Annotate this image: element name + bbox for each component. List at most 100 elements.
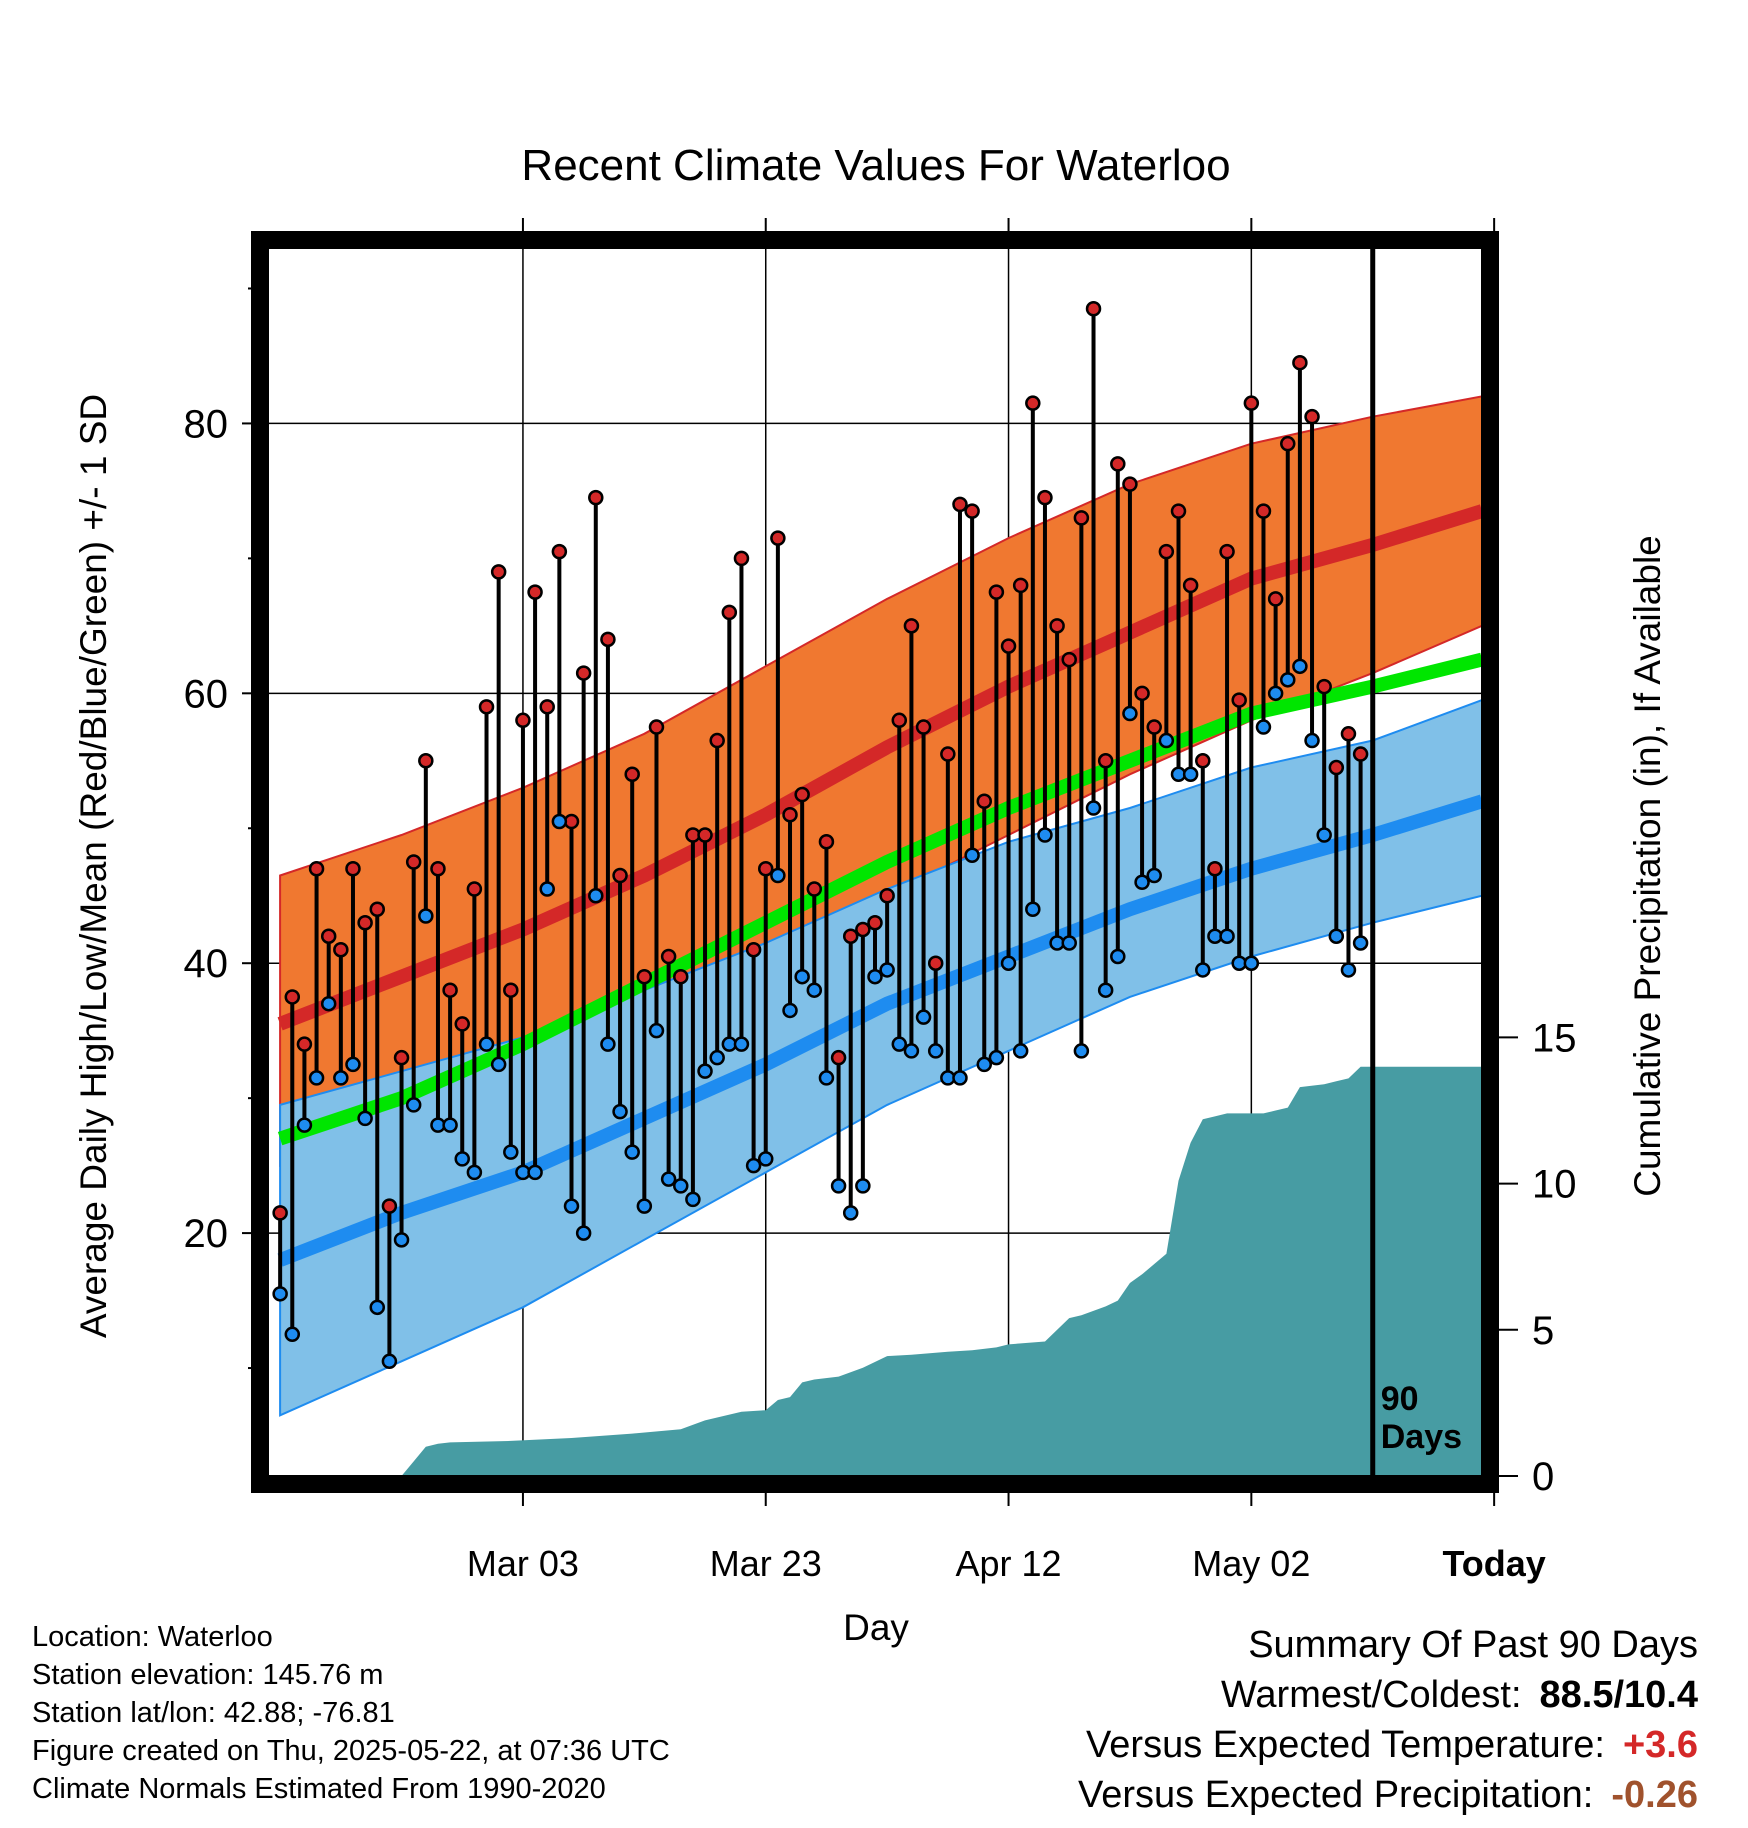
daily-low-point — [612, 1103, 628, 1120]
daily-high-point — [1097, 753, 1114, 769]
daily-high-point — [915, 719, 932, 735]
y-tick-label: 20 — [184, 1212, 229, 1256]
daily-high-point — [745, 941, 762, 958]
daily-high-point — [976, 793, 993, 810]
daily-low-point — [1146, 867, 1162, 884]
x-axis-label: Day — [843, 1607, 909, 1648]
daily-high-point — [1037, 489, 1053, 506]
daily-high-point — [503, 982, 519, 998]
daily-high-point — [1061, 651, 1077, 668]
daily-high-point — [660, 948, 677, 965]
daily-high-point — [1328, 759, 1345, 776]
daily-low-point — [867, 968, 883, 985]
temp-anomaly-value: +3.6 — [1622, 1724, 1698, 1766]
daily-low-point — [1304, 732, 1320, 749]
daily-high-point — [1316, 678, 1332, 695]
daily-high-point — [466, 881, 483, 897]
daily-low-point — [1012, 1043, 1029, 1059]
plot-frame — [251, 231, 1499, 1493]
daily-low-point — [296, 1117, 313, 1133]
daily-high-point — [770, 530, 786, 546]
daily-low-point — [745, 1157, 762, 1174]
daily-low-point — [636, 1198, 653, 1214]
daily-low-point — [1134, 874, 1150, 890]
daily-high-point — [539, 699, 555, 715]
daily-low-point — [1000, 955, 1017, 971]
daily-high-point — [842, 928, 859, 944]
daily-high-point — [1146, 719, 1162, 735]
daily-high-point — [927, 955, 944, 971]
daily-low-point — [490, 1056, 507, 1073]
x-tick-label: Mar 03 — [467, 1543, 579, 1584]
daily-high-point — [1049, 618, 1065, 634]
daily-high-point — [636, 968, 653, 985]
daily-low-point — [345, 1056, 361, 1073]
today-label-line1: 90 — [1381, 1380, 1419, 1418]
latlon-text: Station lat/lon: 42.88; -76.81 — [32, 1697, 395, 1729]
daily-high-point — [867, 914, 883, 931]
precip-anomaly-row: Versus Expected Precipitation: -0.26 — [1078, 1770, 1698, 1820]
daily-low-point — [503, 1144, 519, 1160]
daily-low-point — [952, 1070, 968, 1086]
daily-high-point — [551, 543, 568, 560]
daily-low-point — [1243, 955, 1260, 971]
daily-low-point — [855, 1178, 871, 1194]
daily-low-point — [551, 813, 568, 830]
daily-low-point — [418, 908, 434, 924]
daily-high-point — [830, 1049, 847, 1066]
daily-high-point — [418, 753, 434, 769]
daily-low-point — [806, 982, 823, 998]
y-tick-label: 60 — [184, 672, 229, 716]
daily-low-point — [1255, 719, 1272, 735]
daily-high-point — [272, 1205, 288, 1221]
daily-high-point — [1292, 354, 1308, 371]
daily-high-point — [673, 968, 689, 985]
daily-high-point — [782, 807, 798, 823]
daily-high-point — [624, 766, 640, 783]
daily-high-point — [333, 941, 349, 958]
daily-high-point — [1000, 638, 1017, 654]
daily-high-point — [1195, 753, 1211, 769]
daily-high-point — [515, 712, 531, 729]
daily-low-point — [697, 1063, 713, 1079]
daily-low-point — [830, 1178, 847, 1194]
warm-cold-row: Warmest/Coldest: 88.5/10.4 — [1078, 1670, 1698, 1720]
daily-high-point — [478, 699, 495, 715]
daily-high-point — [588, 489, 604, 506]
axes: 20 40 60 80 0 5 10 15 Mar 03 Mar 23 Apr 12 May 02 To… — [184, 218, 1577, 1584]
daily-high-point — [454, 1016, 470, 1032]
daily-low-point — [1122, 705, 1138, 722]
daily-high-point — [648, 719, 665, 735]
daily-low-point — [976, 1056, 993, 1073]
daily-low-point — [466, 1164, 483, 1181]
daily-low-point — [818, 1070, 835, 1086]
daily-high-point — [794, 786, 810, 803]
station-info: Location: Waterloo Station elevation: 14… — [32, 1618, 670, 1808]
daily-high-point — [284, 989, 301, 1005]
daily-low-point — [673, 1178, 689, 1194]
daily-low-point — [927, 1043, 944, 1059]
daily-high-point — [320, 928, 337, 944]
daily-high-point — [757, 860, 774, 877]
daily-low-point — [1316, 827, 1332, 843]
created-text: Figure created on Thu, 2025-05-22, at 07… — [32, 1735, 670, 1767]
low-normal-line — [277, 794, 1482, 1267]
y-tick-label: 40 — [184, 942, 229, 986]
daily-low-point — [988, 1049, 1005, 1066]
daily-high-point — [1219, 543, 1235, 560]
daily-high-point — [818, 834, 835, 850]
daily-low-point — [575, 1225, 592, 1241]
daily-high-point — [405, 854, 422, 870]
daily-low-point — [709, 1049, 725, 1066]
warm-cold-label: Warmest/Coldest: — [1220, 1674, 1522, 1716]
daily-low-point — [964, 847, 980, 864]
daily-high-point — [1340, 726, 1357, 742]
daily-low-point — [272, 1286, 288, 1302]
daily-low-point — [685, 1191, 701, 1208]
daily-high-point — [527, 584, 543, 600]
daily-high-point — [381, 1198, 398, 1214]
y-right-tick-label: 15 — [1532, 1016, 1577, 1060]
daily-low-point — [1182, 766, 1199, 783]
daily-high-point — [940, 746, 956, 762]
elevation-text: Station elevation: 145.76 m — [32, 1659, 384, 1691]
